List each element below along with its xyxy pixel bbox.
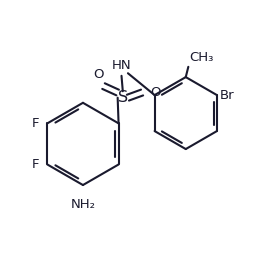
Text: CH₃: CH₃ <box>190 51 214 64</box>
Text: NH₂: NH₂ <box>71 198 95 211</box>
Text: F: F <box>32 158 40 171</box>
Text: F: F <box>32 117 40 130</box>
Text: S: S <box>118 90 128 105</box>
Text: HN: HN <box>112 59 131 72</box>
Text: Br: Br <box>220 89 234 102</box>
Text: O: O <box>150 86 160 99</box>
Text: O: O <box>93 68 104 81</box>
